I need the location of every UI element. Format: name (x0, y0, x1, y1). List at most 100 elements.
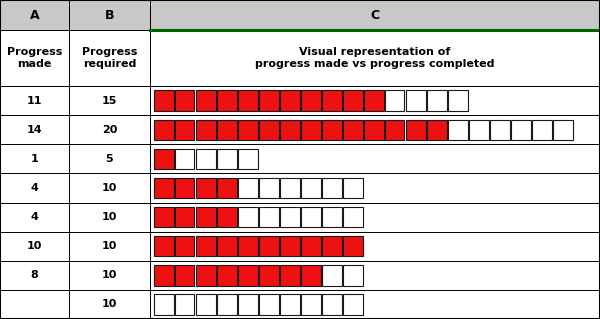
Bar (301, 207, 320, 227)
Text: C: C (370, 9, 380, 22)
Text: 10: 10 (102, 241, 117, 251)
Bar (150, 86, 600, 115)
Bar (217, 207, 236, 227)
Bar (322, 91, 341, 111)
Bar (150, 290, 600, 319)
Bar (259, 178, 278, 198)
Bar (69, 203, 150, 232)
Bar (150, 30, 600, 86)
Bar (343, 120, 362, 140)
Bar (238, 294, 257, 315)
Bar (238, 120, 257, 140)
Bar (322, 294, 341, 315)
Bar (150, 0, 600, 30)
Bar (238, 236, 257, 256)
Bar (154, 265, 173, 286)
Bar (0, 86, 69, 115)
Bar (469, 120, 488, 140)
Bar (385, 91, 404, 111)
Bar (175, 294, 194, 315)
Bar (69, 261, 150, 290)
Bar (322, 178, 341, 198)
Bar (175, 236, 194, 256)
Text: 5: 5 (106, 154, 113, 164)
Bar (217, 149, 236, 169)
Bar (196, 91, 215, 111)
Bar (343, 265, 362, 286)
Text: 4: 4 (31, 212, 38, 222)
Bar (0, 115, 69, 145)
Bar (69, 232, 150, 261)
Bar (154, 294, 173, 315)
Bar (322, 207, 341, 227)
Bar (196, 236, 215, 256)
Bar (490, 120, 509, 140)
Bar (259, 265, 278, 286)
Bar (532, 120, 551, 140)
Bar (154, 178, 173, 198)
Bar (0, 0, 69, 30)
Bar (448, 120, 467, 140)
Bar (69, 115, 150, 145)
Bar (280, 265, 299, 286)
Bar (280, 178, 299, 198)
Bar (343, 236, 362, 256)
Bar (175, 265, 194, 286)
Bar (0, 232, 69, 261)
Text: Progress
made: Progress made (7, 48, 62, 69)
Bar (238, 265, 257, 286)
Text: Visual representation of
progress made vs progress completed: Visual representation of progress made v… (255, 48, 495, 69)
Bar (343, 294, 362, 315)
Bar (196, 207, 215, 227)
Text: 1: 1 (31, 154, 38, 164)
Text: 11: 11 (27, 96, 42, 106)
Text: 8: 8 (31, 270, 38, 280)
Bar (238, 149, 257, 169)
Bar (0, 30, 69, 86)
Text: Progress
required: Progress required (82, 48, 137, 69)
Bar (175, 120, 194, 140)
Bar (280, 120, 299, 140)
Bar (150, 115, 600, 145)
Bar (196, 120, 215, 140)
Bar (150, 174, 600, 203)
Bar (150, 145, 600, 174)
Bar (196, 265, 215, 286)
Bar (175, 178, 194, 198)
Bar (259, 294, 278, 315)
Bar (175, 149, 194, 169)
Bar (0, 174, 69, 203)
Bar (175, 207, 194, 227)
Text: A: A (29, 9, 40, 22)
Bar (69, 145, 150, 174)
Bar (343, 207, 362, 227)
Bar (301, 178, 320, 198)
Bar (154, 207, 173, 227)
Bar (175, 91, 194, 111)
Text: 10: 10 (102, 212, 117, 222)
Bar (69, 290, 150, 319)
Bar (69, 30, 150, 86)
Bar (154, 149, 173, 169)
Bar (196, 294, 215, 315)
Bar (259, 207, 278, 227)
Bar (69, 86, 150, 115)
Bar (154, 120, 173, 140)
Bar (217, 294, 236, 315)
Bar (301, 236, 320, 256)
Bar (217, 265, 236, 286)
Bar (322, 236, 341, 256)
Text: 10: 10 (102, 270, 117, 280)
Bar (511, 120, 530, 140)
Bar (69, 0, 150, 30)
Bar (238, 178, 257, 198)
Bar (427, 91, 446, 111)
Bar (150, 261, 600, 290)
Bar (238, 91, 257, 111)
Bar (69, 174, 150, 203)
Bar (238, 207, 257, 227)
Bar (154, 236, 173, 256)
Bar (301, 91, 320, 111)
Bar (385, 120, 404, 140)
Text: 4: 4 (31, 183, 38, 193)
